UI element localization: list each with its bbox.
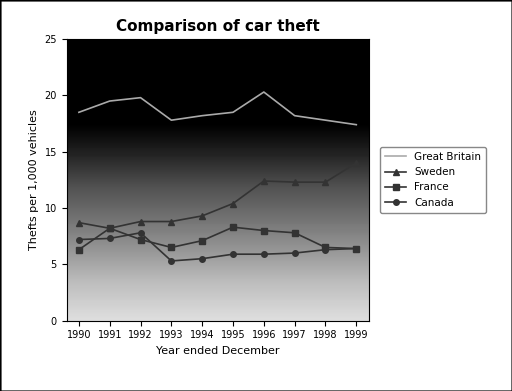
Great Britain — [199, 113, 205, 118]
Great Britain — [137, 95, 143, 100]
Great Britain — [106, 99, 113, 103]
Line: Sweden: Sweden — [76, 160, 359, 231]
Great Britain — [261, 90, 267, 94]
Great Britain — [76, 110, 82, 115]
Canada — [353, 246, 359, 251]
Sweden — [230, 201, 236, 206]
Canada — [106, 236, 113, 241]
France — [168, 245, 175, 250]
Line: France: France — [76, 224, 359, 253]
Sweden — [168, 219, 175, 224]
Sweden — [106, 226, 113, 231]
Great Britain — [168, 118, 175, 122]
France — [292, 230, 298, 235]
France — [353, 246, 359, 251]
France — [230, 225, 236, 230]
Legend: Great Britain, Sweden, France, Canada: Great Britain, Sweden, France, Canada — [380, 147, 486, 213]
France — [137, 237, 143, 242]
Line: Canada: Canada — [76, 230, 359, 264]
France — [199, 239, 205, 243]
Great Britain — [230, 110, 236, 115]
Canada — [261, 252, 267, 256]
Canada — [323, 248, 329, 252]
Sweden — [261, 179, 267, 183]
Great Britain — [292, 113, 298, 118]
Canada — [230, 252, 236, 256]
Great Britain — [323, 118, 329, 122]
Sweden — [137, 219, 143, 224]
Sweden — [292, 180, 298, 185]
France — [106, 226, 113, 231]
France — [261, 228, 267, 233]
France — [323, 245, 329, 250]
X-axis label: Year ended December: Year ended December — [156, 346, 280, 356]
Sweden — [76, 220, 82, 225]
Sweden — [199, 213, 205, 218]
Canada — [199, 256, 205, 261]
France — [76, 248, 82, 252]
Great Britain — [353, 122, 359, 127]
Canada — [137, 230, 143, 235]
Line: Great Britain: Great Britain — [79, 92, 356, 125]
Title: Comparison of car theft: Comparison of car theft — [116, 19, 319, 34]
Canada — [292, 251, 298, 255]
Y-axis label: Thefts per 1,000 vehicles: Thefts per 1,000 vehicles — [29, 109, 39, 250]
Canada — [76, 237, 82, 242]
Sweden — [353, 161, 359, 165]
Canada — [168, 258, 175, 263]
Sweden — [323, 180, 329, 185]
